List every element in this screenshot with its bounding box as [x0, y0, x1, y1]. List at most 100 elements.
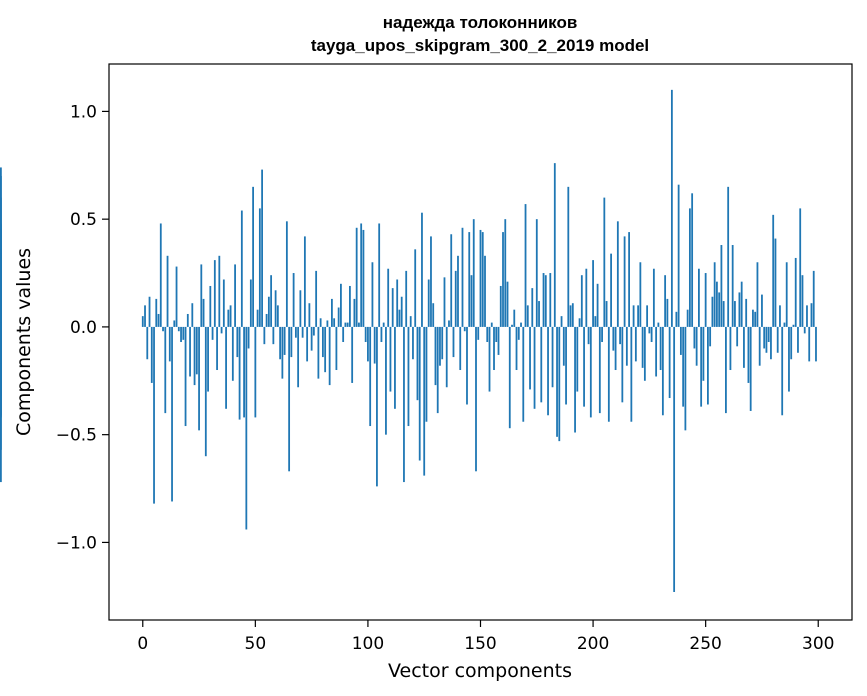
bar [299, 290, 302, 327]
y-tick-label: 0.0 [70, 318, 97, 338]
bar [457, 255, 459, 327]
bar [675, 311, 678, 327]
bar [808, 326, 811, 362]
bar [810, 303, 813, 327]
bar [754, 311, 757, 327]
bar [423, 326, 426, 476]
bar [625, 326, 628, 366]
bar [792, 324, 795, 327]
x-tick-label: 200 [577, 634, 609, 654]
bar [297, 326, 300, 388]
bar [324, 326, 327, 373]
bar [252, 186, 254, 327]
bar [312, 326, 315, 336]
bar [616, 221, 619, 327]
bar [400, 296, 403, 327]
bar [691, 193, 694, 327]
bar [234, 264, 236, 327]
bar [637, 305, 640, 327]
y-tick-label: −0.5 [56, 426, 97, 446]
bar [578, 318, 581, 327]
bar [425, 326, 428, 422]
bar [193, 326, 196, 386]
bar [520, 322, 522, 327]
bar [283, 326, 286, 355]
bar [362, 229, 365, 327]
bar [508, 326, 511, 429]
bar [204, 326, 207, 457]
bar [643, 326, 646, 381]
bar [603, 197, 606, 327]
y-tick-label: −1.0 [56, 533, 97, 553]
bar [556, 326, 558, 437]
bar [281, 326, 284, 379]
bar [477, 326, 480, 340]
bar [720, 245, 723, 327]
bar [256, 309, 259, 327]
bar [270, 275, 273, 327]
bar [594, 316, 597, 327]
bar [763, 326, 766, 349]
bar [738, 292, 741, 327]
bar [655, 326, 658, 377]
bar [337, 307, 340, 327]
bar [454, 270, 457, 327]
bar [475, 326, 477, 472]
bar [182, 326, 185, 340]
bar [481, 232, 484, 327]
bar [682, 326, 685, 407]
bar [772, 214, 775, 327]
bar [288, 326, 291, 472]
bar [439, 326, 441, 366]
bar [736, 326, 739, 347]
bar [220, 326, 223, 334]
bar [547, 326, 549, 416]
bar [394, 326, 396, 409]
bar [231, 326, 234, 381]
bar [238, 326, 241, 420]
bar [358, 322, 360, 327]
bar [700, 326, 703, 407]
bar [310, 326, 313, 351]
bar [209, 285, 212, 327]
bar [367, 326, 369, 362]
bar [576, 326, 579, 392]
bar [650, 326, 653, 342]
bar [776, 326, 779, 353]
bar [493, 326, 495, 371]
bar [716, 281, 718, 327]
bar [236, 326, 239, 358]
bar [605, 301, 608, 327]
bar [524, 204, 527, 327]
bar [815, 326, 817, 362]
bar [317, 326, 320, 379]
bar [333, 318, 336, 327]
bar [355, 227, 358, 327]
bar [175, 266, 178, 327]
x-tick-label: 150 [464, 634, 496, 654]
bar [218, 255, 221, 327]
bar [421, 212, 423, 327]
bar [502, 232, 504, 327]
bar [382, 322, 385, 327]
bar [484, 255, 486, 327]
bar [562, 326, 565, 366]
bar [488, 326, 491, 392]
bar [153, 326, 155, 504]
bar [349, 285, 351, 327]
x-tick-label: 0 [137, 634, 148, 654]
bar [459, 326, 462, 371]
bar [445, 326, 448, 388]
bar [664, 275, 667, 327]
bar [353, 298, 356, 327]
bar [598, 326, 601, 414]
bar [387, 268, 390, 327]
bar [497, 326, 500, 355]
bar [522, 326, 525, 422]
bar [263, 326, 266, 345]
bar [515, 326, 518, 371]
bar [549, 273, 552, 327]
bar [376, 326, 378, 487]
bar [569, 305, 572, 327]
bar [308, 303, 311, 327]
